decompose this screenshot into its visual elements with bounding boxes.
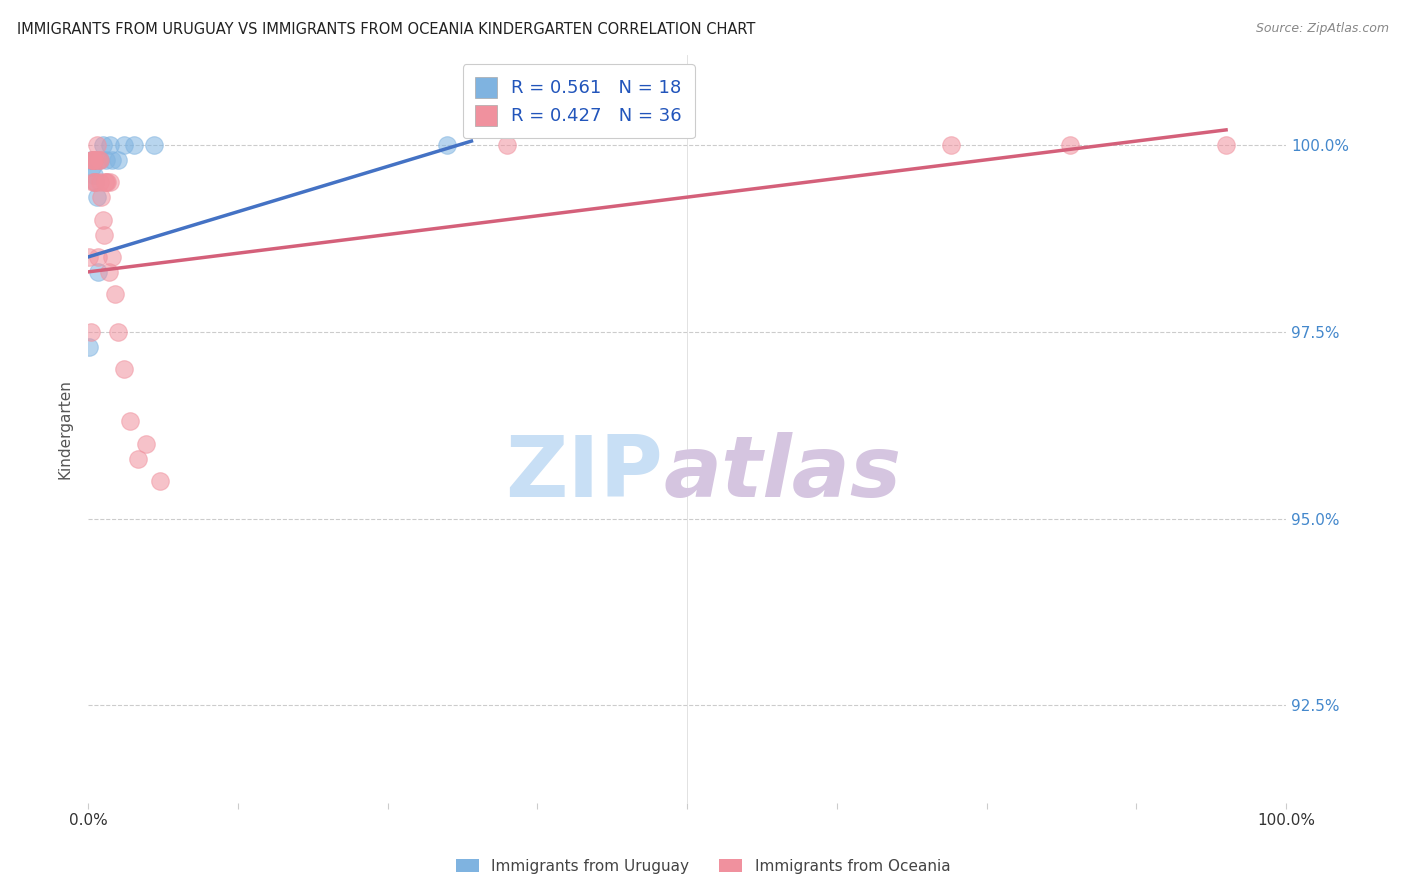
Point xyxy=(94,175,117,189)
Text: IMMIGRANTS FROM URUGUAY VS IMMIGRANTS FROM OCEANIA KINDERGARTEN CORRELATION CHAR: IMMIGRANTS FROM URUGUAY VS IMMIGRANTS FR… xyxy=(17,22,755,37)
Point xyxy=(122,137,145,152)
Point xyxy=(89,153,111,167)
Point xyxy=(91,137,114,152)
Point xyxy=(939,137,962,152)
Point xyxy=(127,451,149,466)
Y-axis label: Kindergarten: Kindergarten xyxy=(58,379,72,479)
Point xyxy=(86,190,108,204)
Point xyxy=(1059,137,1081,152)
Point xyxy=(149,474,172,488)
Text: ZIP: ZIP xyxy=(505,433,664,516)
Point xyxy=(1215,137,1237,152)
Point xyxy=(87,250,110,264)
Point xyxy=(103,287,125,301)
Point xyxy=(87,153,110,167)
Point xyxy=(107,153,129,167)
Point xyxy=(83,153,105,167)
Point xyxy=(496,137,519,152)
Point xyxy=(112,362,135,376)
Point xyxy=(80,153,103,167)
Legend: Immigrants from Uruguay, Immigrants from Oceania: Immigrants from Uruguay, Immigrants from… xyxy=(450,853,956,880)
Point xyxy=(98,137,121,152)
Point xyxy=(82,153,104,167)
Text: Source: ZipAtlas.com: Source: ZipAtlas.com xyxy=(1256,22,1389,36)
Point xyxy=(79,153,101,167)
Point xyxy=(86,153,108,167)
Point xyxy=(112,137,135,152)
Point xyxy=(84,175,107,189)
Point xyxy=(135,437,157,451)
Point xyxy=(94,175,117,189)
Point xyxy=(96,175,118,189)
Point xyxy=(98,175,121,189)
Point xyxy=(79,250,101,264)
Point xyxy=(93,227,115,242)
Point xyxy=(91,212,114,227)
Point xyxy=(94,153,117,167)
Point xyxy=(143,137,166,152)
Point xyxy=(86,137,108,152)
Point xyxy=(90,190,112,204)
Point xyxy=(101,250,124,264)
Point xyxy=(83,168,105,182)
Point xyxy=(80,153,103,167)
Point xyxy=(84,175,107,189)
Point xyxy=(89,175,111,189)
Point xyxy=(84,175,107,189)
Point xyxy=(120,414,142,428)
Point xyxy=(436,137,458,152)
Point xyxy=(79,325,101,339)
Point xyxy=(82,175,104,189)
Point xyxy=(79,340,101,354)
Point xyxy=(107,325,129,339)
Point xyxy=(80,160,103,174)
Point xyxy=(97,265,120,279)
Legend: R = 0.561   N = 18, R = 0.427   N = 36: R = 0.561 N = 18, R = 0.427 N = 36 xyxy=(463,64,695,138)
Point xyxy=(83,153,105,167)
Text: atlas: atlas xyxy=(664,433,901,516)
Point xyxy=(89,153,111,167)
Point xyxy=(82,153,104,167)
Point xyxy=(101,153,124,167)
Point xyxy=(87,265,110,279)
